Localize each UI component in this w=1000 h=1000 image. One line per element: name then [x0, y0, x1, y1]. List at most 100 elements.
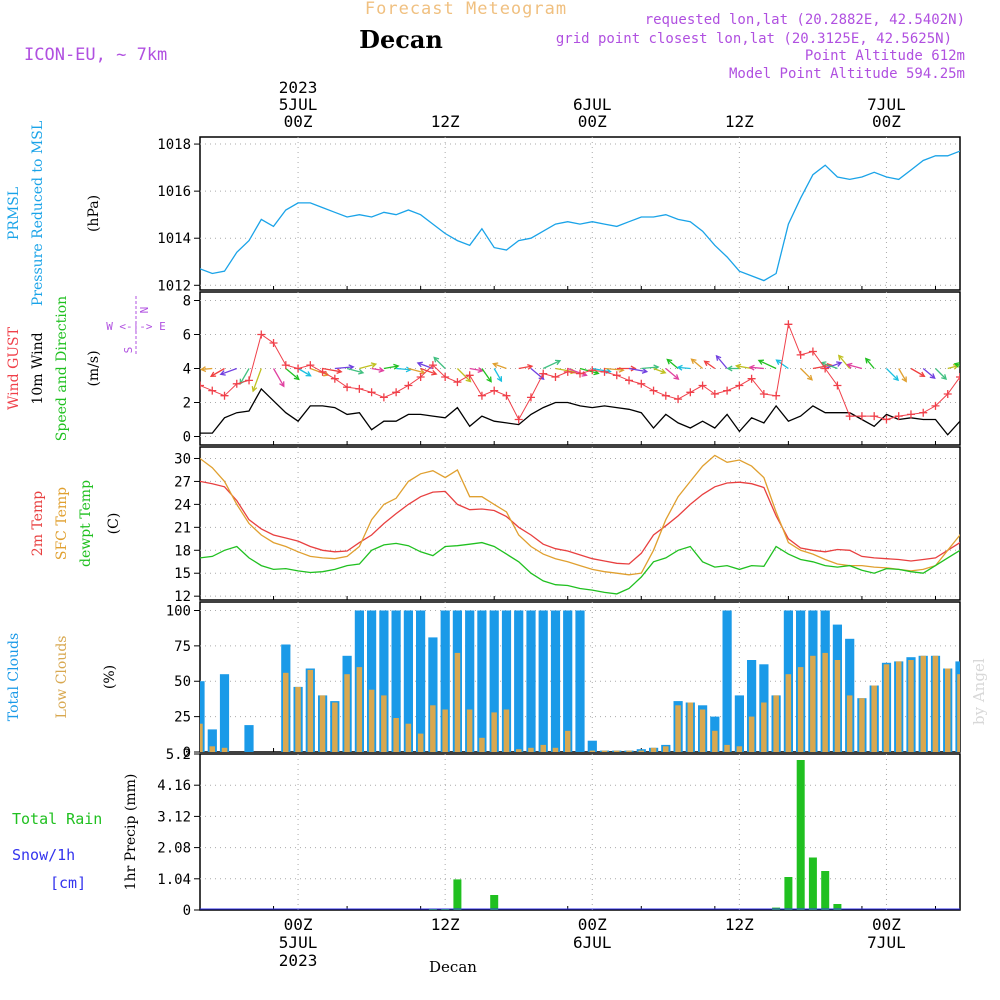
rain-bar — [833, 904, 842, 910]
gust-marker — [637, 379, 646, 388]
gust-marker — [392, 388, 401, 397]
watermark: by Angel — [970, 658, 988, 725]
gust-marker — [919, 408, 928, 417]
low-cloud-bar — [221, 747, 228, 752]
gust-marker — [759, 390, 768, 398]
rain-bar — [796, 760, 805, 910]
gust-marker — [931, 401, 940, 410]
low-cloud-bar — [601, 750, 608, 752]
rain-bar — [784, 877, 793, 910]
total-cloud-bar — [183, 645, 192, 753]
wind-arrow-head — [641, 367, 649, 374]
gust-marker — [747, 374, 756, 383]
wind-arrow-head — [966, 359, 971, 364]
gust-marker — [441, 373, 450, 381]
y-tick-label: 30 — [174, 451, 191, 467]
wind-arrow — [947, 365, 959, 370]
gust-marker — [625, 376, 634, 385]
panel-pressure: 1012 1014 1016 1018 PRMSL Pressure Reduced to… — [6, 121, 961, 306]
wind-arrow-head — [358, 368, 365, 375]
total-cloud-bar — [207, 729, 217, 752]
low-cloud-bar — [908, 660, 914, 752]
rain-bar — [821, 871, 830, 910]
y-tick-label: 12 — [174, 589, 191, 605]
panel-frame — [199, 446, 961, 601]
total-cloud-bar — [391, 610, 401, 752]
axis-label: 10m Wind — [30, 332, 46, 404]
wind-arrow-head — [775, 359, 782, 365]
gust-marker — [600, 367, 609, 376]
low-cloud-bar — [565, 730, 571, 752]
y-tick-label: 0 — [183, 745, 191, 761]
wind-arrow — [272, 368, 285, 387]
axis-label: (hPa) — [86, 195, 102, 232]
low-cloud-bar — [650, 747, 657, 752]
y-tick-label: 4.16 — [157, 778, 191, 794]
wind-arrow — [201, 367, 213, 371]
wind-arrow — [641, 366, 659, 370]
wind-arrow-head — [901, 376, 907, 383]
wind-arrow — [628, 367, 647, 373]
wind-arrow — [898, 368, 907, 382]
gust-marker — [306, 361, 315, 370]
y-tick-label: 6 — [183, 328, 191, 344]
requested-coords: requested lon,lat (20.2882E, 42.5402N) — [645, 12, 965, 28]
gust-marker — [661, 391, 670, 400]
wind-arrow — [297, 367, 311, 377]
total-cloud-bar — [722, 610, 732, 752]
axis-label: Speed and Direction — [54, 296, 70, 441]
rain-bar — [453, 879, 462, 910]
low-cloud-bar — [466, 709, 473, 752]
total-cloud-bar — [514, 610, 524, 752]
wind-arrow — [210, 367, 225, 377]
wind-arrow — [555, 367, 576, 373]
total-cloud-bar — [575, 610, 585, 752]
wind-arrow — [334, 366, 354, 370]
wind-arrow-head — [666, 358, 673, 365]
gust-marker — [845, 412, 854, 421]
panel-wind: 0 2 4 6 8 Wind GUST 10m Wind Speed and Directio… — [6, 291, 997, 446]
total-cloud-bar — [200, 681, 205, 752]
wind-arrow — [252, 368, 262, 392]
gust-marker — [686, 388, 695, 397]
axis-label: Total Clouds — [6, 633, 22, 721]
wind-arrow — [469, 367, 483, 372]
gust-marker — [784, 320, 793, 329]
gust-marker — [735, 381, 744, 390]
wind-arrow — [592, 367, 611, 373]
low-cloud-bar — [846, 695, 853, 752]
gust-marker — [281, 361, 290, 370]
wind-arrow — [239, 368, 250, 384]
panels: 1012 1014 1016 1018 PRMSL Pressure Reduced to… — [6, 121, 997, 919]
low-cloud-bar — [442, 709, 448, 752]
wind-arrow-head — [919, 371, 926, 377]
y-tick-label: 1014 — [157, 231, 191, 247]
gust-marker — [882, 415, 891, 424]
wind-arrow-head — [734, 363, 742, 370]
axis-label: Pressure Reduced to MSL — [30, 121, 46, 306]
gust-marker — [416, 373, 425, 381]
wind-arrow — [665, 368, 679, 380]
total-cloud-bar — [501, 610, 512, 752]
axis-label: dewpt Temp — [78, 480, 94, 567]
wind-arrow — [847, 363, 863, 370]
wind-arrow — [359, 363, 376, 370]
wind-arrow — [371, 367, 384, 372]
wind-arrow-head — [305, 371, 312, 377]
y-tick-label: 18 — [174, 543, 191, 559]
wind-arrow — [983, 362, 997, 369]
time-label-bottom: 6JUL — [573, 933, 612, 952]
dewpoint-line — [200, 541, 960, 595]
y-tick-label: 27 — [174, 474, 191, 490]
time-label-bottom: 2023 — [279, 951, 318, 970]
gust-marker — [563, 367, 572, 376]
model-name: ICON-EU, ~ 7km — [24, 45, 167, 65]
gust-marker — [956, 373, 960, 381]
wind-arrow-head — [209, 371, 217, 377]
gust-line — [200, 322, 960, 421]
gust-marker — [698, 381, 707, 390]
low-cloud-bar — [454, 652, 461, 752]
compass-legend: NW <-|-> ES — [106, 296, 166, 356]
wind-arrow-head — [630, 365, 637, 372]
